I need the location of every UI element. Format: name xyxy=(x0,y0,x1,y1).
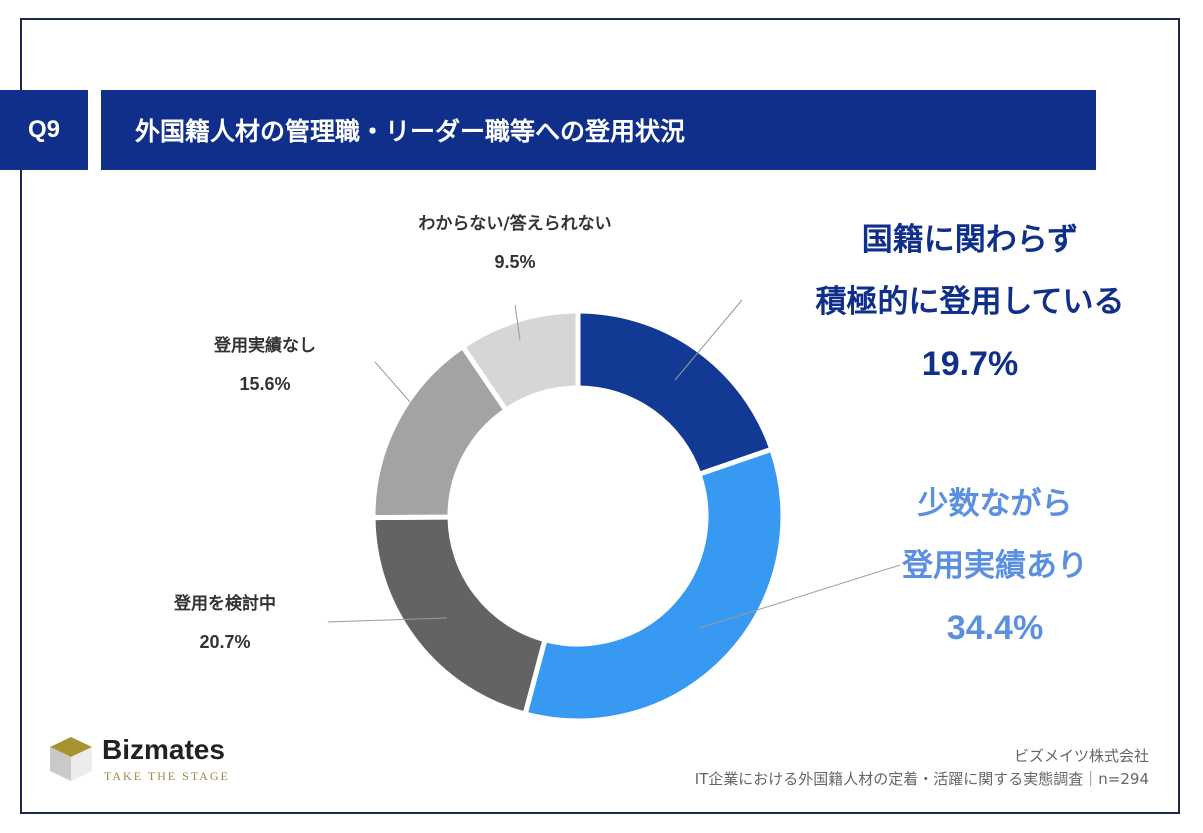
donut-slice-2 xyxy=(370,514,549,718)
footer-survey: IT企業における外国籍人材の定着・活躍に関する実態調査｜n=294 xyxy=(694,770,1149,788)
label-no-record: 登用実績なし 15.6% xyxy=(180,334,350,396)
label-name: わからない/答えられない xyxy=(418,214,612,234)
leader-line-s4 xyxy=(514,304,521,341)
label-name: 登用実績なし xyxy=(214,336,316,356)
callout-some-promotion: 少数ながら 登用実績あり 34.4% xyxy=(845,486,1145,646)
logo-name: Bizmates xyxy=(102,734,225,765)
logo-tagline: TAKE THE STAGE xyxy=(104,769,230,783)
bizmates-logo-icon xyxy=(50,737,92,781)
donut-slice-0 xyxy=(575,308,776,478)
callout-line1: 少数ながら xyxy=(917,486,1073,522)
footer-company: ビズメイツ株式会社 xyxy=(1013,747,1149,765)
callout-line2: 積極的に登用している xyxy=(815,284,1125,320)
footer-source: ビズメイツ株式会社 IT企業における外国籍人材の定着・活躍に関する実態調査｜n=… xyxy=(695,745,1149,791)
callout-active-promotion: 国籍に関わらず 積極的に登用している 19.7% xyxy=(770,222,1170,382)
donut-slice-1 xyxy=(522,446,786,724)
question-badge: Q9 xyxy=(0,90,88,170)
label-considering: 登用を検討中 20.7% xyxy=(140,592,310,654)
donut-slice-4 xyxy=(459,308,581,414)
callout-line2: 登用実績あり xyxy=(902,548,1088,584)
callout-line1: 国籍に関わらず xyxy=(861,222,1079,258)
label-percent: 15.6% xyxy=(239,374,291,394)
callout-percent: 19.7% xyxy=(921,345,1019,383)
page-title: 外国籍人材の管理職・リーダー職等への登用状況 xyxy=(101,90,1096,170)
leader-line-s0 xyxy=(674,299,743,381)
label-name: 登用を検討中 xyxy=(174,594,276,614)
label-percent: 9.5% xyxy=(494,252,536,272)
callout-percent: 34.4% xyxy=(946,609,1044,647)
leader-line-s2 xyxy=(327,617,448,623)
leader-line-s1 xyxy=(699,564,901,629)
label-unknown: わからない/答えられない 9.5% xyxy=(370,212,660,274)
label-percent: 20.7% xyxy=(199,632,251,652)
leader-line-s3 xyxy=(374,361,411,403)
